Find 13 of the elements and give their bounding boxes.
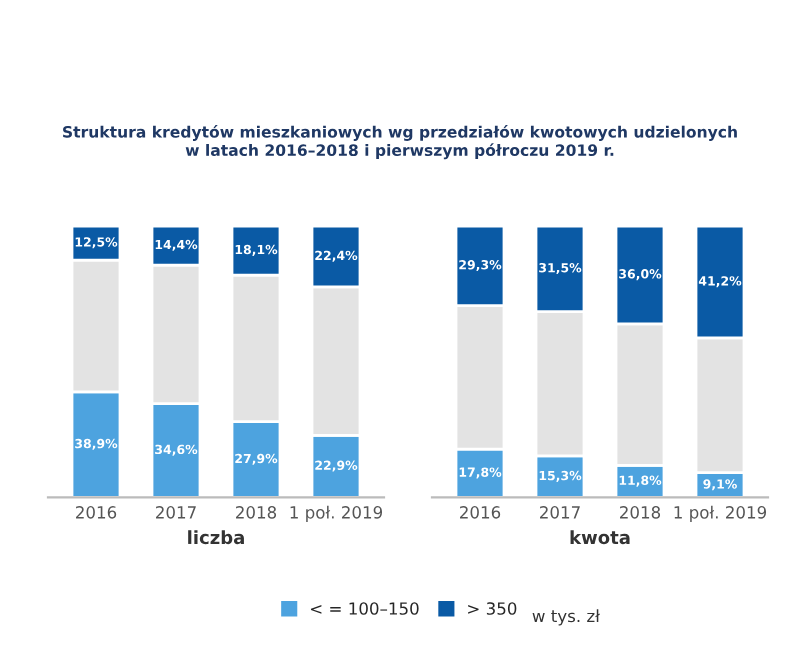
x-tick-label: 2018 [236, 506, 277, 519]
x-tick-label: 2018 [620, 506, 661, 519]
text: w tys. zł [532, 609, 600, 626]
x-axis-title: kwota [570, 530, 630, 545]
x-tick-label: 2016 [460, 506, 501, 519]
x-tick-label: 1 poł. 2019 [290, 505, 383, 522]
legend-label: > 350 [468, 602, 517, 615]
legend-label: < = 100–150 [310, 602, 419, 615]
x-tick-label: 2016 [76, 506, 117, 519]
x-tick-label: 1 poł. 2019 [674, 505, 767, 522]
x-axis-title: liczba [188, 530, 244, 545]
x-tick-label: 2017 [540, 506, 580, 519]
x-tick-label: 2017 [156, 506, 196, 519]
